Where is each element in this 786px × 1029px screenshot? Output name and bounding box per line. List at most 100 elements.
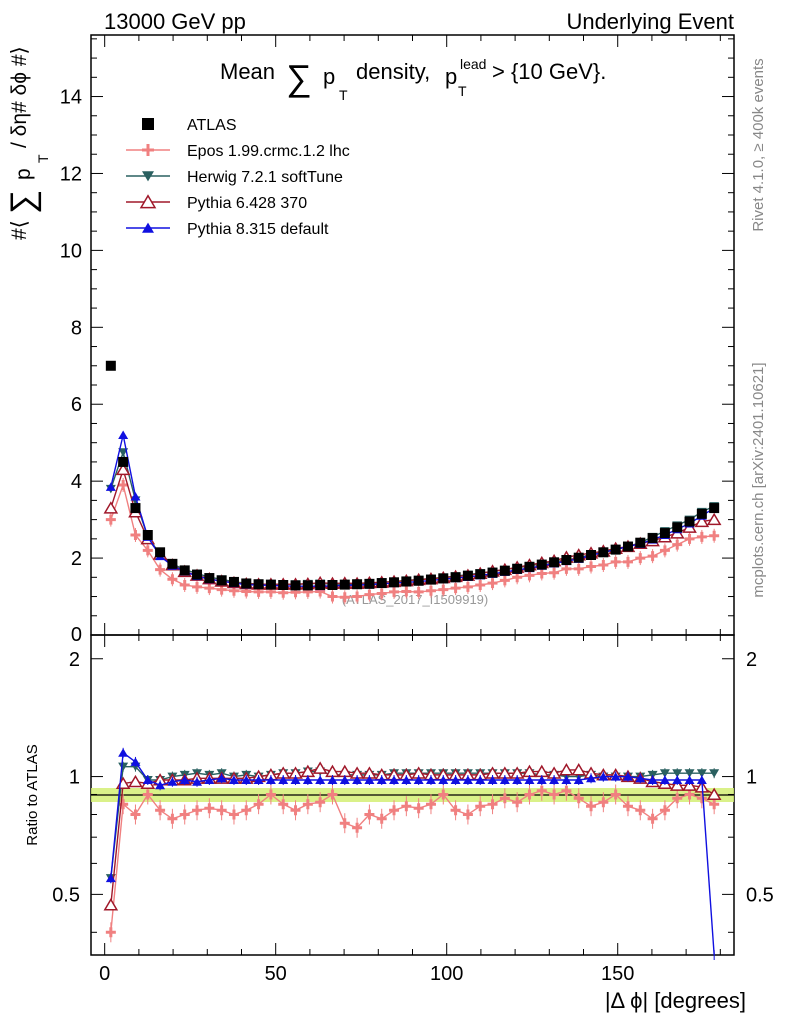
ratio-data-point <box>253 775 264 784</box>
main-data-point <box>610 556 621 567</box>
ratio-data-point <box>389 805 400 816</box>
main-data-point <box>586 561 597 572</box>
main-data-point <box>635 553 646 564</box>
ratio-data-point <box>499 775 510 784</box>
ratio-data-point <box>413 803 424 814</box>
ratio-data-point <box>167 813 178 824</box>
main-data-point <box>475 580 486 590</box>
ratio-data-point <box>549 789 560 800</box>
main-y-tick-label: 14 <box>60 87 82 109</box>
ylabel-sub-t: T <box>35 154 51 163</box>
legend-marker <box>142 118 154 130</box>
legend-label: Epos 1.99.crmc.1.2 lhc <box>187 143 350 160</box>
ratio-data-point <box>512 775 523 784</box>
title-sub-t: T <box>339 87 348 103</box>
main-data-point <box>142 545 153 556</box>
ratio-data-point <box>571 763 587 776</box>
main-data-point <box>487 578 498 589</box>
atlas-data-point <box>241 578 252 589</box>
ratio-data-point <box>413 775 424 784</box>
main-data-point <box>647 551 658 562</box>
ratio-data-point <box>462 775 473 784</box>
ylabel-prefix: #⟨ <box>8 220 31 240</box>
atlas-data-point <box>536 559 547 570</box>
atlas-data-point <box>659 528 670 539</box>
main-data-point <box>352 591 363 602</box>
main-data-point <box>672 539 683 550</box>
main-y-tick-label: 6 <box>71 394 82 416</box>
main-data-point <box>327 591 338 602</box>
ratio-data-point <box>622 801 633 812</box>
main-data-point <box>709 530 720 541</box>
ratio-data-point <box>216 773 227 783</box>
legend-label: ATLAS <box>187 117 237 134</box>
atlas-data-point <box>573 552 584 563</box>
atlas-data-point <box>155 547 166 558</box>
atlas-data-point <box>339 579 350 590</box>
atlas-data-point <box>105 360 116 371</box>
main-data-point <box>413 586 424 597</box>
atlas-data-point <box>709 503 720 514</box>
ratio-data-point <box>118 762 129 772</box>
atlas-data-point <box>327 580 338 590</box>
main-data-point <box>438 584 449 595</box>
ratio-data-point <box>253 799 264 810</box>
ratio-y-tick-label: 2 <box>69 649 80 671</box>
atlas-data-point <box>118 456 129 467</box>
ratio-data-point <box>635 805 646 816</box>
ratio-data-point <box>487 775 498 784</box>
ratio-data-point <box>462 809 473 820</box>
ratio-data-point <box>290 805 301 816</box>
ratio-data-point <box>130 809 141 820</box>
ratio-data-point <box>339 775 350 784</box>
ratio-data-point <box>142 789 153 800</box>
ratio-data-point <box>622 772 633 781</box>
atlas-data-point <box>462 570 473 581</box>
ratio-data-point <box>192 777 203 786</box>
rivet-version-label: Rivet 4.1.0, ≥ 400k events <box>750 58 767 231</box>
ratio-data-point <box>204 775 215 784</box>
atlas-data-point <box>635 537 646 548</box>
ratio-data-point <box>672 793 683 804</box>
ratio-data-point <box>352 822 363 833</box>
atlas-data-point <box>438 573 449 584</box>
main-data-point <box>696 531 707 542</box>
ratio-data-point <box>118 799 129 810</box>
atlas-data-point <box>475 569 486 580</box>
main-data-point <box>103 501 119 514</box>
title-p: p <box>323 64 335 89</box>
main-data-point <box>684 533 695 544</box>
ratio-data-point <box>475 801 486 812</box>
ratio-data-point <box>647 813 658 824</box>
ratio-data-point <box>573 775 584 784</box>
atlas-data-point <box>549 557 560 568</box>
ratio-data-point <box>696 775 707 784</box>
ratio-data-point <box>610 772 621 781</box>
ratio-data-point <box>487 799 498 810</box>
ratio-y-tick-label-right: 0.5 <box>746 884 774 906</box>
main-data-point <box>105 514 116 525</box>
ratio-data-point <box>635 773 646 783</box>
ratio-data-point <box>327 775 338 784</box>
title-sum-symbol: ∑ <box>286 57 312 98</box>
x-tick-label: 100 <box>430 963 463 985</box>
atlas-data-point <box>302 580 313 591</box>
ratio-data-point <box>352 775 363 784</box>
ratio-data-point <box>684 775 695 784</box>
legend: ATLAS Epos 1.99.crmc.1.2 lhc Herwig 7.2.1 … <box>126 117 350 238</box>
legend-marker <box>142 222 154 233</box>
analysis-watermark: (ATLAS_2017_I1509919) <box>342 592 488 607</box>
ratio-data-point <box>265 775 276 784</box>
ratio-data-point <box>364 775 375 784</box>
main-data-point <box>499 575 510 586</box>
ratio-data-point <box>425 775 436 784</box>
atlas-data-point <box>389 577 400 588</box>
main-data-point <box>364 589 375 600</box>
ylabel-suffix: / δη# δϕ #⟩ <box>8 46 31 148</box>
main-data-point <box>167 574 178 585</box>
ratio-data-point <box>228 775 239 784</box>
ratio-data-point <box>302 775 313 784</box>
ratio-data-point <box>425 799 436 810</box>
legend-label: Pythia 6.428 370 <box>187 195 307 212</box>
ratio-data-point <box>241 775 252 784</box>
